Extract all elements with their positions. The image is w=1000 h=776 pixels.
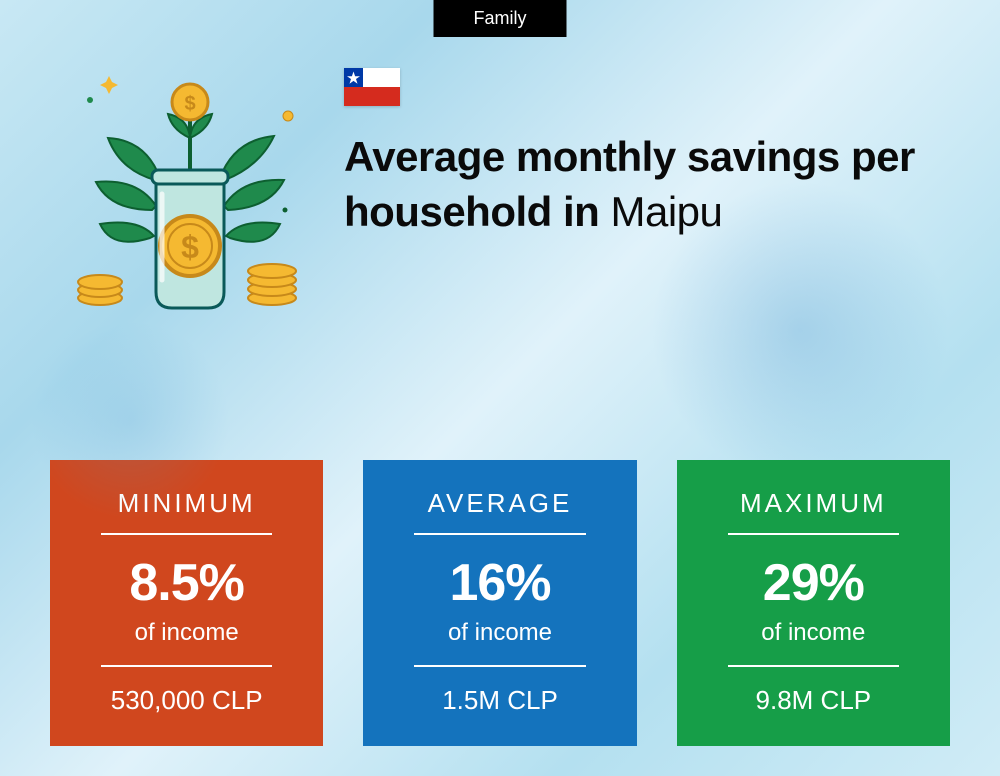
chile-flag-icon	[344, 68, 400, 106]
page-title: Average monthly savings per household in…	[344, 130, 940, 239]
stats-cards: MINIMUM 8.5% of income 530,000 CLP AVERA…	[50, 460, 950, 746]
card-amount: 530,000 CLP	[74, 685, 299, 716]
title-block: Average monthly savings per household in…	[344, 60, 940, 239]
divider	[414, 533, 585, 535]
card-sub: of income	[387, 619, 612, 647]
divider	[101, 665, 272, 667]
card-maximum: MAXIMUM 29% of income 9.8M CLP	[677, 460, 950, 746]
card-amount: 9.8M CLP	[701, 685, 926, 716]
svg-text:$: $	[181, 229, 199, 265]
savings-illustration: $ $	[60, 60, 320, 320]
card-sub: of income	[74, 619, 299, 647]
category-badge: Family	[434, 0, 567, 37]
divider	[728, 533, 899, 535]
svg-text:$: $	[184, 93, 195, 115]
card-label: MAXIMUM	[701, 488, 926, 519]
card-percent: 29%	[701, 553, 926, 613]
card-percent: 8.5%	[74, 553, 299, 613]
card-percent: 16%	[387, 553, 612, 613]
card-label: AVERAGE	[387, 488, 612, 519]
hero-section: $ $ Average monthly savings per househol…	[60, 60, 940, 320]
card-sub: of income	[701, 619, 926, 647]
divider	[101, 533, 272, 535]
card-average: AVERAGE 16% of income 1.5M CLP	[363, 460, 636, 746]
card-label: MINIMUM	[74, 488, 299, 519]
card-minimum: MINIMUM 8.5% of income 530,000 CLP	[50, 460, 323, 746]
divider	[728, 665, 899, 667]
card-amount: 1.5M CLP	[387, 685, 612, 716]
divider	[414, 665, 585, 667]
title-location: Maipu	[610, 188, 722, 235]
